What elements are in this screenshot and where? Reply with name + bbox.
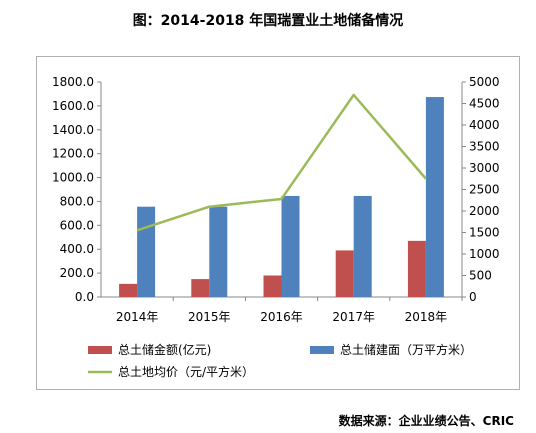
area-bar — [353, 195, 372, 297]
left-tick-label: 0.0 — [75, 290, 94, 304]
right-tick-label: 1500 — [469, 226, 500, 240]
avg-price-line — [136, 93, 427, 232]
legend-swatch — [88, 346, 112, 354]
right-tick-label: 500 — [469, 269, 492, 283]
amount-bar — [119, 283, 138, 297]
x-tick-label: 2018年 — [405, 310, 448, 324]
left-tick-label: 800.0 — [60, 194, 94, 208]
area-bar — [425, 97, 444, 297]
right-tick-label: 5000 — [469, 75, 500, 89]
right-tick-label: 3500 — [469, 140, 500, 154]
left-tick-label: 600.0 — [60, 218, 94, 232]
left-tick-label: 200.0 — [60, 266, 94, 280]
area-bar — [281, 195, 300, 297]
right-tick-label: 3000 — [469, 161, 500, 175]
right-tick-label: 2500 — [469, 183, 500, 197]
amount-bar — [263, 275, 282, 297]
left-tick-label: 1600.0 — [52, 99, 94, 113]
chart-title: 图：2014-2018 年国瑞置业土地储备情况 — [132, 13, 404, 29]
legend-swatch — [310, 346, 334, 354]
left-tick-label: 400.0 — [60, 242, 94, 256]
legend-label: 总土储建面（万平方米） — [340, 342, 472, 357]
right-tick-label: 2000 — [469, 204, 500, 218]
amount-bar — [335, 250, 354, 297]
legend-label: 总土储金额(亿元) — [118, 342, 211, 357]
right-tick-label: 4500 — [469, 97, 500, 111]
right-tick-label: 4000 — [469, 118, 500, 132]
data-source: 数据来源：企业业绩公告、CRIC — [338, 414, 514, 428]
x-tick-label: 2017年 — [332, 310, 375, 324]
left-tick-label: 1400.0 — [52, 123, 94, 137]
left-tick-label: 1200.0 — [52, 147, 94, 161]
area-bar — [209, 206, 228, 297]
left-tick-label: 1800.0 — [52, 75, 94, 89]
area-bar — [137, 206, 156, 297]
amount-bar — [407, 240, 426, 297]
x-tick-label: 2014年 — [116, 310, 159, 324]
legend-label: 总土地均价（元/平方米） — [118, 364, 254, 379]
chart-frame — [36, 56, 520, 390]
right-tick-label: 0 — [469, 290, 477, 304]
right-tick-label: 1000 — [469, 247, 500, 261]
left-tick-label: 1000.0 — [52, 171, 94, 185]
x-tick-label: 2015年 — [188, 310, 231, 324]
amount-bar — [191, 279, 210, 297]
x-tick-label: 2016年 — [260, 310, 303, 324]
